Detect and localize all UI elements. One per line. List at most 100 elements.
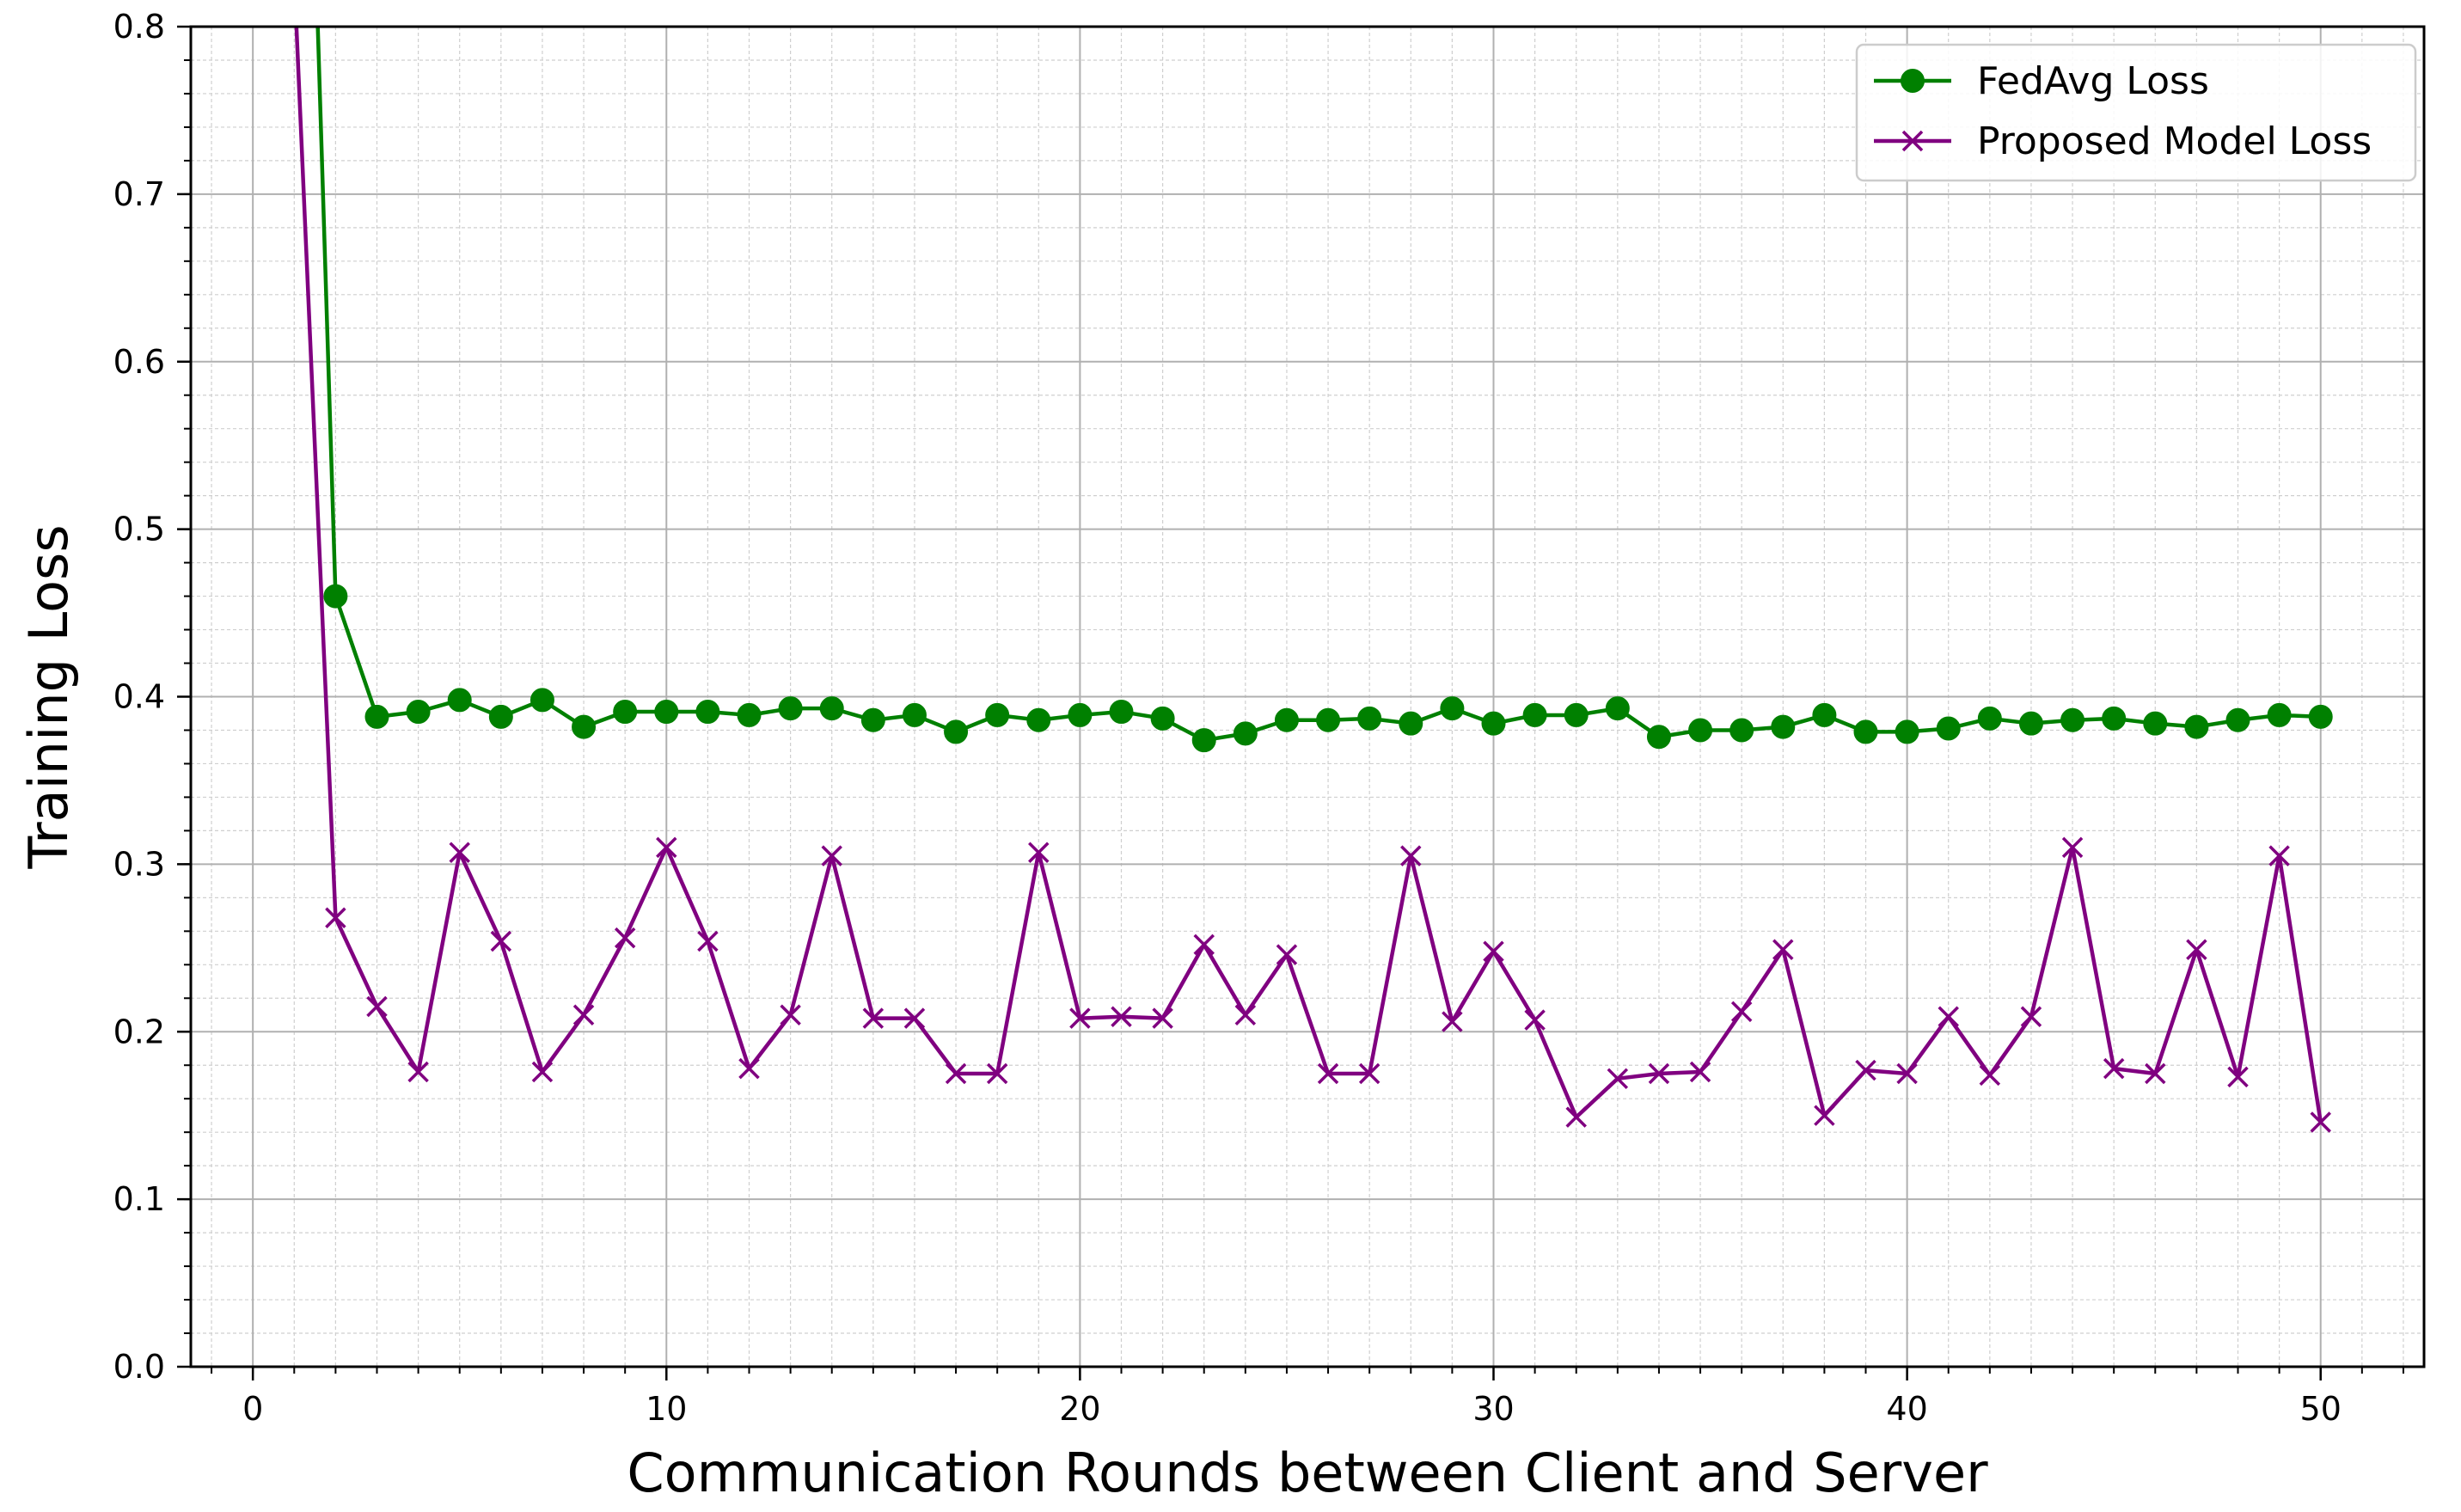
data-point-fedavg-loss [2143,711,2168,736]
series-proposed-model-loss [294,27,2331,1133]
data-point-proposed-model-loss [1234,1004,1257,1025]
y-axis-title: Training Loss [17,524,80,869]
x-marker-stroke [1193,934,1215,956]
x-tick-label: 50 [2300,1390,2342,1428]
data-point-fedavg-loss [902,702,927,727]
data-point-fedavg-loss [860,707,885,732]
x-tick-label: 20 [1059,1390,1100,1428]
x-marker-stroke [2310,1111,2331,1133]
x-marker-stroke [531,1061,554,1083]
data-point-fedavg-loss [530,688,554,713]
x-marker-stroke [656,836,677,859]
series-group [294,27,2333,1133]
data-point-fedavg-loss [2060,707,2085,732]
x-tick-label: 30 [1472,1390,1514,1428]
x-marker-stroke [1524,1009,1546,1031]
legend: FedAvg Loss Proposed Model Loss [1855,43,2417,182]
data-point-proposed-model-loss [738,1057,760,1080]
x-marker-stroke [1855,1059,1876,1081]
legend-item-proposed-model-loss: Proposed Model Loss [1874,119,2372,163]
data-point-fedavg-loss [1688,718,1713,743]
data-point-fedavg-loss [1977,706,2002,731]
data-point-proposed-model-loss [1814,1105,1835,1126]
data-point-proposed-model-loss [1111,1006,1132,1027]
data-point-fedavg-loss [1316,707,1341,732]
x-marker-stroke [1276,944,1298,965]
x-marker-stroke [2020,1006,2042,1027]
data-point-fedavg-loss [1481,711,1506,736]
data-point-proposed-model-loss [2186,939,2207,960]
data-point-fedavg-loss [323,584,348,609]
data-point-proposed-model-loss [1565,1106,1587,1128]
x-marker-stroke [449,842,470,863]
data-point-proposed-model-loss [2145,1062,2166,1085]
data-point-proposed-model-loss [2020,1006,2042,1027]
legend-item-fedavg-loss: FedAvg Loss [1874,59,2209,103]
x-marker-stroke [2186,939,2207,960]
data-point-fedavg-loss [1853,719,1878,744]
data-point-proposed-model-loss [614,927,636,949]
data-point-fedavg-loss [364,704,389,729]
x-marker-stroke [1565,1106,1587,1128]
x-marker-stroke [1234,1004,1257,1025]
y-tick-label: 0.4 [113,678,165,716]
data-point-proposed-model-loss [2227,1066,2249,1088]
data-point-fedavg-loss [1729,718,1754,743]
x-axis-title: Communication Rounds between Client and … [627,1442,1988,1504]
legend-label: FedAvg Loss [1977,59,2209,103]
data-point-proposed-model-loss [1028,842,1050,863]
data-point-proposed-model-loss [2103,1057,2125,1080]
data-point-fedavg-loss [1605,696,1630,721]
x-tick-label: 10 [646,1390,687,1428]
data-point-proposed-model-loss [1772,939,1794,960]
x-marker-stroke [1896,1062,1918,1085]
data-point-proposed-model-loss [1648,1062,1670,1085]
x-marker-stroke [1358,1062,1380,1085]
x-marker-stroke [1483,940,1504,962]
x-marker-stroke [1689,1061,1711,1083]
data-point-proposed-model-loss [2268,845,2290,866]
series-fedavg-loss [315,27,2333,753]
data-point-fedavg-loss [985,702,1010,727]
y-tick-label: 0.6 [113,343,165,381]
series-line-proposed-model-loss [294,27,2323,1123]
plot-frame [189,25,2426,1368]
x-marker-stroke [862,1007,885,1029]
x-marker-stroke [1730,1001,1753,1023]
x-marker-stroke [366,995,388,1018]
data-point-fedavg-loss [1233,721,1258,746]
data-point-fedavg-loss [654,700,679,725]
x-marker-stroke [945,1062,967,1085]
data-point-proposed-model-loss [407,1061,429,1083]
data-point-proposed-model-loss [1689,1061,1711,1083]
x-marker-stroke [738,1057,760,1080]
data-point-fedavg-loss [1771,714,1796,739]
data-point-fedavg-loss [1936,716,1961,741]
x-marker-stroke [1772,939,1794,960]
data-point-proposed-model-loss [1938,1006,1959,1027]
data-point-proposed-model-loss [1152,1007,1173,1029]
legend-marker [1901,69,1925,93]
data-point-fedavg-loss [406,700,431,725]
data-point-proposed-model-loss [1069,1007,1091,1029]
x-marker-stroke [614,927,636,949]
data-point-proposed-model-loss [449,842,470,863]
data-point-fedavg-loss [572,714,597,739]
x-tick-label: 0 [242,1390,263,1428]
data-point-fedavg-loss [2225,707,2250,732]
data-point-fedavg-loss [1068,702,1093,727]
x-marker-stroke [407,1061,429,1083]
data-point-fedavg-loss [2102,706,2127,731]
data-point-proposed-model-loss [366,995,388,1018]
x-marker-stroke [2061,836,2084,859]
data-point-proposed-model-loss [862,1007,885,1029]
data-point-fedavg-loss [1357,706,1382,731]
x-marker-stroke [1317,1062,1339,1085]
y-tick-label: 0.3 [113,845,165,883]
data-point-fedavg-loss [2308,704,2333,729]
data-point-fedavg-loss [695,700,720,725]
data-point-fedavg-loss [613,700,638,725]
data-point-fedavg-loss [1150,706,1175,731]
x-marker-stroke [572,1004,595,1025]
